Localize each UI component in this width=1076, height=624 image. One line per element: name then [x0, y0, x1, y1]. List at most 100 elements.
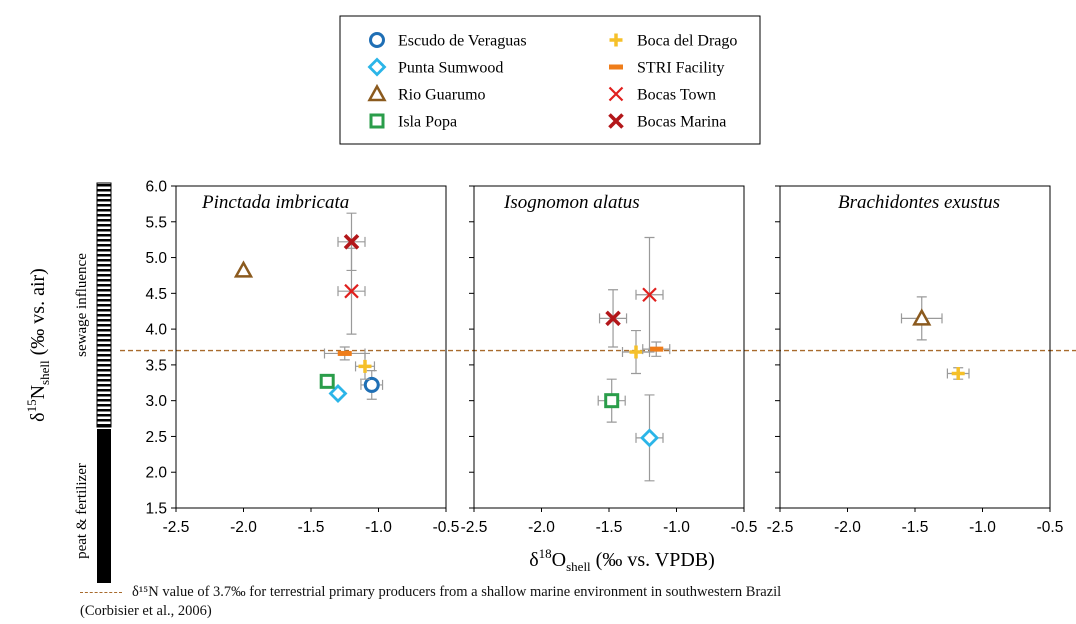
data-point [597, 378, 626, 423]
legend-marker-bt [608, 86, 624, 102]
marker-bd [629, 345, 643, 359]
legend-marker-rg [367, 83, 387, 102]
sewage-influence-bar [96, 182, 112, 428]
data-point [354, 352, 376, 380]
legend-item: Isla Popa [369, 113, 457, 131]
legend-frame [339, 15, 761, 145]
data-point [337, 212, 366, 272]
legend-item: Escudo de Veraguas [369, 32, 527, 50]
x-tick-label: -2.5 [461, 519, 488, 536]
legend-label: Bocas Marina [637, 114, 726, 131]
reference-caption-line2: (Corbisier et al., 2006) [80, 603, 212, 619]
y-tick-label: 1.5 [145, 501, 167, 518]
x-tick-label: -1.0 [663, 519, 690, 536]
panel-title: Pinctada imbricata [201, 192, 349, 213]
x-tick-label: -2.5 [163, 519, 190, 536]
legend-item: Punta Sumwood [367, 57, 503, 77]
y-tick-label: 3.0 [145, 393, 167, 410]
data-point [946, 366, 970, 380]
legend-item: Bocas Marina [608, 113, 726, 131]
x-tick-label: -0.5 [1037, 519, 1064, 536]
marker-bd [951, 366, 965, 380]
x-tick-label: -2.0 [834, 519, 861, 536]
marker-bm [605, 310, 621, 327]
data-point [900, 296, 943, 341]
y-tick-label: 2.0 [145, 465, 167, 482]
reference-caption-line1: δ¹⁵N value of 3.7‰ for terrestrial prima… [132, 584, 782, 600]
panel-3: Brachidontes exustus -2.5 -2.0 -1.5 -1.0 -0.5 [767, 185, 1064, 536]
legend-marker-bd [609, 33, 623, 47]
y-tick-label: 4.5 [145, 286, 167, 303]
legend-label: Boca del Drago [637, 33, 737, 50]
panel-1: Pinctada imbricata -2.5 -2.0 -1.5 -1.0 -0.5 1.… [145, 179, 459, 537]
legend-label: Bocas Town [637, 87, 716, 104]
x-tick-label: -1.0 [365, 519, 392, 536]
legend-marker-sf [609, 64, 623, 70]
x-tick-label: -2.5 [767, 519, 794, 536]
panel-2: Isognomon alatus -2.5 -2.0 -1.5 -1.0 -0.5 [461, 185, 758, 536]
x-tick-label: -2.0 [528, 519, 555, 536]
legend-label: Punta Sumwood [398, 60, 503, 77]
reference-caption: δ¹⁵N value of 3.7‰ for terrestrial prima… [80, 583, 1070, 621]
legend-label: Escudo de Veraguas [398, 33, 527, 50]
marker-ip [319, 373, 335, 389]
marker-sf [649, 346, 664, 352]
y-tick-label: 5.5 [145, 214, 167, 231]
legend-label: Rio Guarumo [398, 87, 486, 104]
legend: Escudo de Veraguas Punta Sumwood Rio Guaru… [339, 15, 761, 145]
legend-label: STRI Facility [637, 60, 725, 77]
legend-label: Isla Popa [398, 114, 457, 131]
marker-sf [337, 350, 352, 356]
marker-rg [233, 260, 254, 278]
data-point [635, 236, 664, 353]
marker-bt [642, 287, 657, 303]
data-point [323, 346, 366, 361]
x-tick-label: -0.5 [731, 519, 758, 536]
legend-marker-bm [608, 113, 624, 129]
x-tick-label: -2.0 [230, 519, 257, 536]
marker-rg [912, 308, 932, 326]
legend-marker-ps [367, 57, 387, 77]
data-point [319, 373, 335, 389]
influence-bar: sewage influence peat & fertilizer [74, 182, 112, 583]
legend-item: Boca del Drago [609, 33, 737, 50]
legend-marker-ev [369, 32, 385, 48]
y-tick-label: 5.0 [145, 250, 167, 267]
marker-ps [328, 384, 348, 403]
legend-item: STRI Facility [609, 60, 725, 77]
y-tick-label: 4.0 [145, 322, 167, 339]
peat-fertilizer-label: peat & fertilizer [74, 463, 90, 559]
x-tick-label: -1.5 [596, 519, 623, 536]
panel-frame [175, 185, 447, 509]
x-axis-label: δ18Oshell (‰ vs. VPDB) [529, 546, 715, 574]
x-tick-label: -1.5 [902, 519, 929, 536]
x-tick-label: -1.0 [969, 519, 996, 536]
panel-title: Isognomon alatus [503, 192, 640, 213]
marker-ps [640, 428, 659, 448]
y-axis-label: δ15Nshell (‰ vs. air) [24, 268, 52, 422]
data-point [598, 289, 628, 348]
marker-ip [604, 393, 620, 409]
y-tick-label: 3.5 [145, 357, 167, 374]
y-tick-label: 6.0 [145, 179, 167, 196]
data-point [642, 341, 671, 357]
sewage-influence-label: sewage influence [74, 253, 90, 357]
marker-bt [344, 283, 359, 299]
legend-item: Bocas Town [608, 86, 716, 104]
x-tick-label: -0.5 [433, 519, 460, 536]
reference-line-key [80, 592, 122, 594]
data-point [635, 394, 664, 482]
data-point [233, 260, 254, 278]
marker-bd [358, 359, 372, 373]
peat-fertilizer-bar [97, 429, 111, 583]
data-point [360, 370, 384, 400]
x-tick-label: -1.5 [298, 519, 325, 536]
panel-title: Brachidontes exustus [838, 192, 1000, 213]
data-point [328, 384, 348, 403]
legend-marker-ip [369, 113, 385, 129]
panel-frame [779, 185, 1051, 509]
y-tick-label: 2.5 [145, 429, 167, 446]
marker-bm [343, 234, 360, 250]
legend-item: Rio Guarumo [367, 83, 486, 104]
